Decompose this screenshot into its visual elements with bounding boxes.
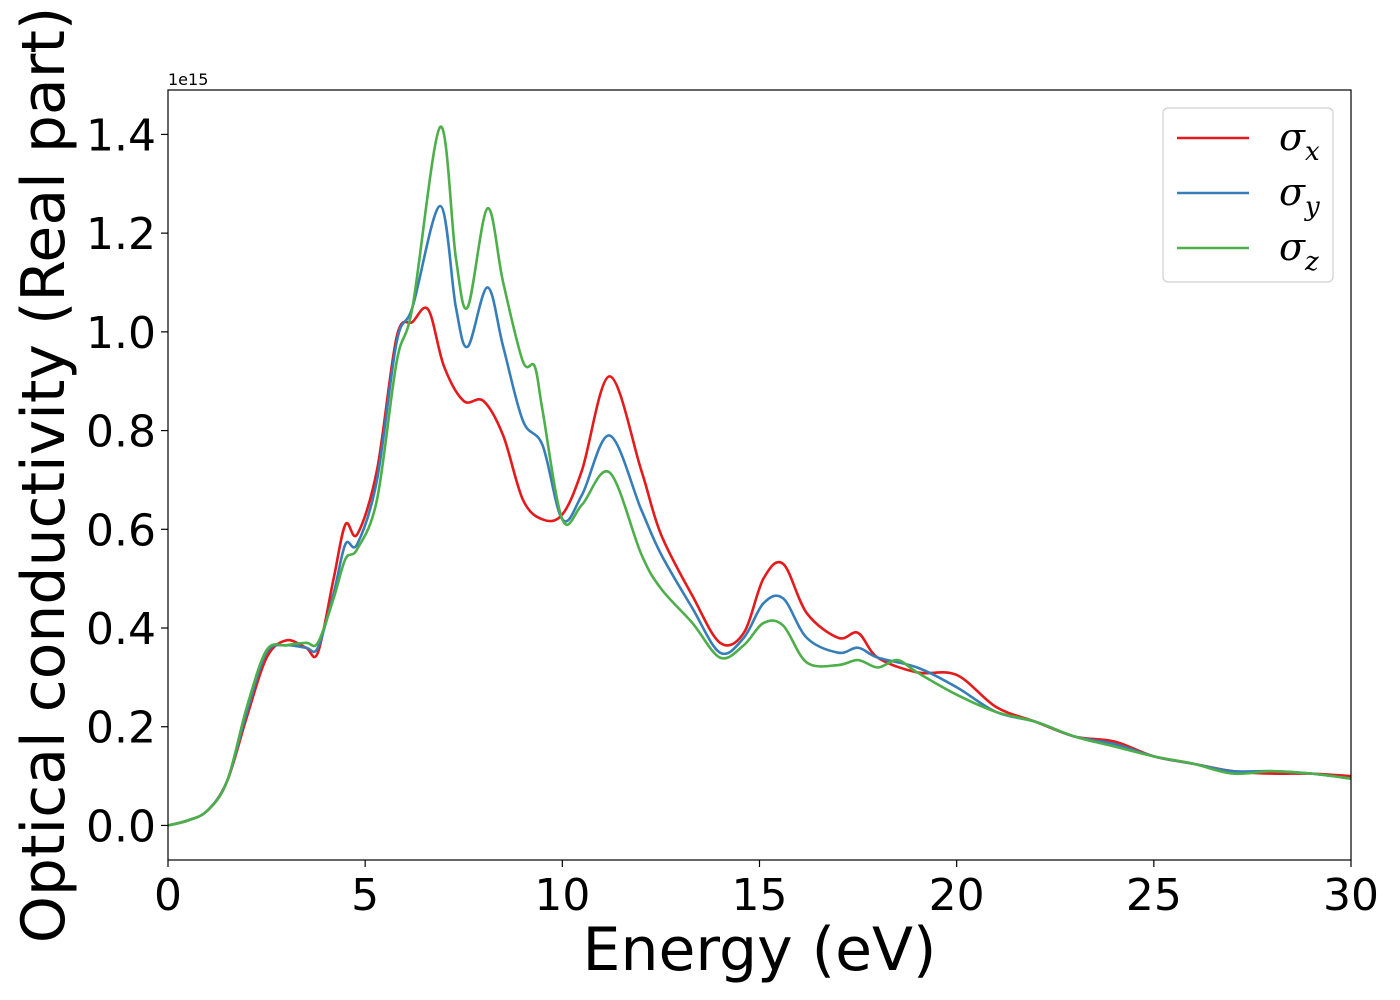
y-tick-label: 1.0 [86,308,156,359]
y-tick-label: 1.4 [86,110,156,161]
x-tick-label: 30 [1323,870,1379,921]
legend-label-sigma-z: σz [1279,225,1319,277]
axis-ticks: 0 5 10 15 20 25 30 0.0 0.2 0.4 0.6 0.8 1.0 1.2 1.4 [86,110,1379,921]
x-tick-label: 25 [1126,870,1182,921]
x-tick-label: 0 [154,870,182,921]
x-tick-label: 20 [929,870,985,921]
series-line-sigma-y [168,204,1351,827]
series-line-sigma-x [168,306,1351,827]
y-tick-label: 0.8 [86,407,156,458]
x-tick-label: 15 [732,870,788,921]
series-layer [168,125,1351,827]
y-tick-label: 0.0 [86,801,156,852]
x-tick-label: 10 [534,870,590,921]
y-axis-offset-label: 1e15 [168,70,208,89]
legend-label-sigma-y: σy [1279,170,1320,222]
legend-label-sigma-x: σx [1279,115,1320,167]
x-axis-title: Energy (eV) [583,915,937,985]
series-line-sigma-z [168,125,1351,827]
x-tick-label: 5 [351,870,379,921]
y-tick-label: 1.2 [86,209,156,260]
legend-box [1162,107,1334,283]
y-tick-label: 0.6 [86,505,156,556]
y-tick-label: 0.4 [86,604,156,655]
y-axis-title: Optical conductivity (Real part) [9,7,79,944]
y-tick-label: 0.2 [86,703,156,754]
